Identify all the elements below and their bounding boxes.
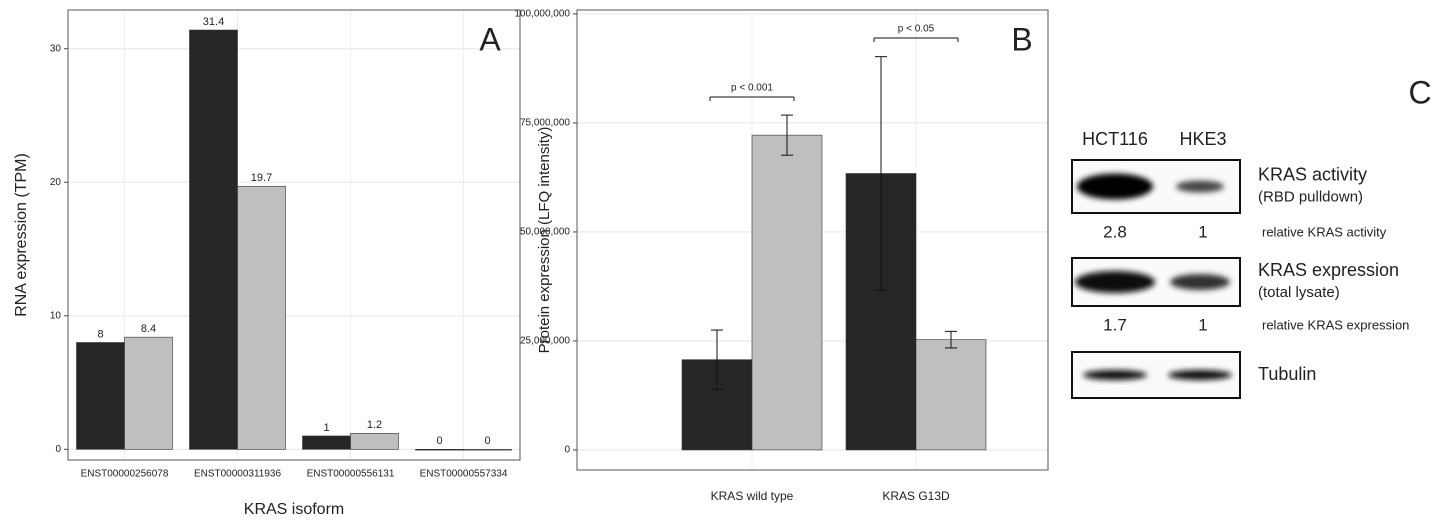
relative-note: relative KRAS activity bbox=[1262, 224, 1387, 239]
value-label: 31.4 bbox=[203, 16, 224, 28]
panel-label: A bbox=[479, 21, 501, 57]
relative-value: 1 bbox=[1198, 222, 1207, 241]
value-label: 1.2 bbox=[367, 419, 382, 431]
bar bbox=[464, 449, 512, 450]
y-tick-label: 30 bbox=[50, 43, 62, 54]
bar bbox=[916, 340, 986, 450]
blot-subtitle: (RBD pulldown) bbox=[1258, 188, 1363, 205]
bar bbox=[190, 30, 238, 449]
blot-band bbox=[1168, 370, 1232, 380]
y-tick-label: 0 bbox=[564, 445, 570, 456]
blot-band bbox=[1176, 181, 1224, 193]
blot-title: Tubulin bbox=[1258, 364, 1316, 384]
annotation: p < 0.001 bbox=[731, 83, 773, 94]
panel-label: B bbox=[1011, 21, 1032, 57]
value-label: 0 bbox=[436, 435, 442, 447]
x-tick-label: ENST00000556131 bbox=[307, 469, 395, 480]
relative-note: relative KRAS expression bbox=[1262, 317, 1409, 332]
blot-band bbox=[1075, 271, 1155, 293]
y-tick-label: 100,000,000 bbox=[514, 9, 570, 20]
bar bbox=[125, 337, 173, 449]
blot-band bbox=[1170, 274, 1230, 290]
y-tick-label: 0 bbox=[55, 444, 61, 455]
blot-band bbox=[1077, 174, 1153, 200]
bar bbox=[351, 433, 399, 449]
bar bbox=[752, 135, 822, 450]
x-tick-label: ENST00000557334 bbox=[420, 469, 508, 480]
y-axis-label: Protein expression (LFQ intensity) bbox=[536, 127, 553, 354]
blot-title: KRAS expression bbox=[1258, 260, 1399, 280]
annotation: p < 0.05 bbox=[898, 24, 935, 35]
x-tick-label: KRAS wild type bbox=[711, 489, 794, 503]
blot-title: KRAS activity bbox=[1258, 164, 1367, 184]
blot-subtitle: (total lysate) bbox=[1258, 284, 1340, 301]
panel-label: C bbox=[1408, 74, 1431, 110]
x-tick-label: ENST00000256078 bbox=[81, 469, 169, 480]
y-axis-label: RNA expression (TPM) bbox=[13, 153, 30, 317]
relative-value: 1.7 bbox=[1103, 315, 1127, 334]
value-label: 19.7 bbox=[251, 172, 272, 184]
lane-label: HKE3 bbox=[1179, 129, 1226, 149]
lane-label: HCT116 bbox=[1082, 129, 1148, 149]
bar bbox=[238, 186, 286, 449]
value-label: 0 bbox=[484, 435, 490, 447]
bar bbox=[416, 449, 464, 450]
x-tick-label: KRAS G13D bbox=[882, 489, 950, 503]
x-axis-label: KRAS isoform bbox=[244, 501, 344, 518]
y-tick-label: 10 bbox=[50, 310, 62, 321]
figure: 0102030ENST0000025607888.4ENST0000031193… bbox=[0, 0, 1448, 525]
value-label: 1 bbox=[323, 422, 329, 434]
bar bbox=[303, 436, 351, 449]
relative-value: 2.8 bbox=[1103, 222, 1127, 241]
y-tick-label: 20 bbox=[50, 177, 62, 188]
x-tick-label: ENST00000311936 bbox=[194, 469, 282, 480]
bar bbox=[77, 342, 125, 449]
value-label: 8 bbox=[97, 328, 103, 340]
value-label: 8.4 bbox=[141, 323, 156, 335]
blot-band bbox=[1083, 370, 1147, 380]
relative-value: 1 bbox=[1198, 315, 1207, 334]
